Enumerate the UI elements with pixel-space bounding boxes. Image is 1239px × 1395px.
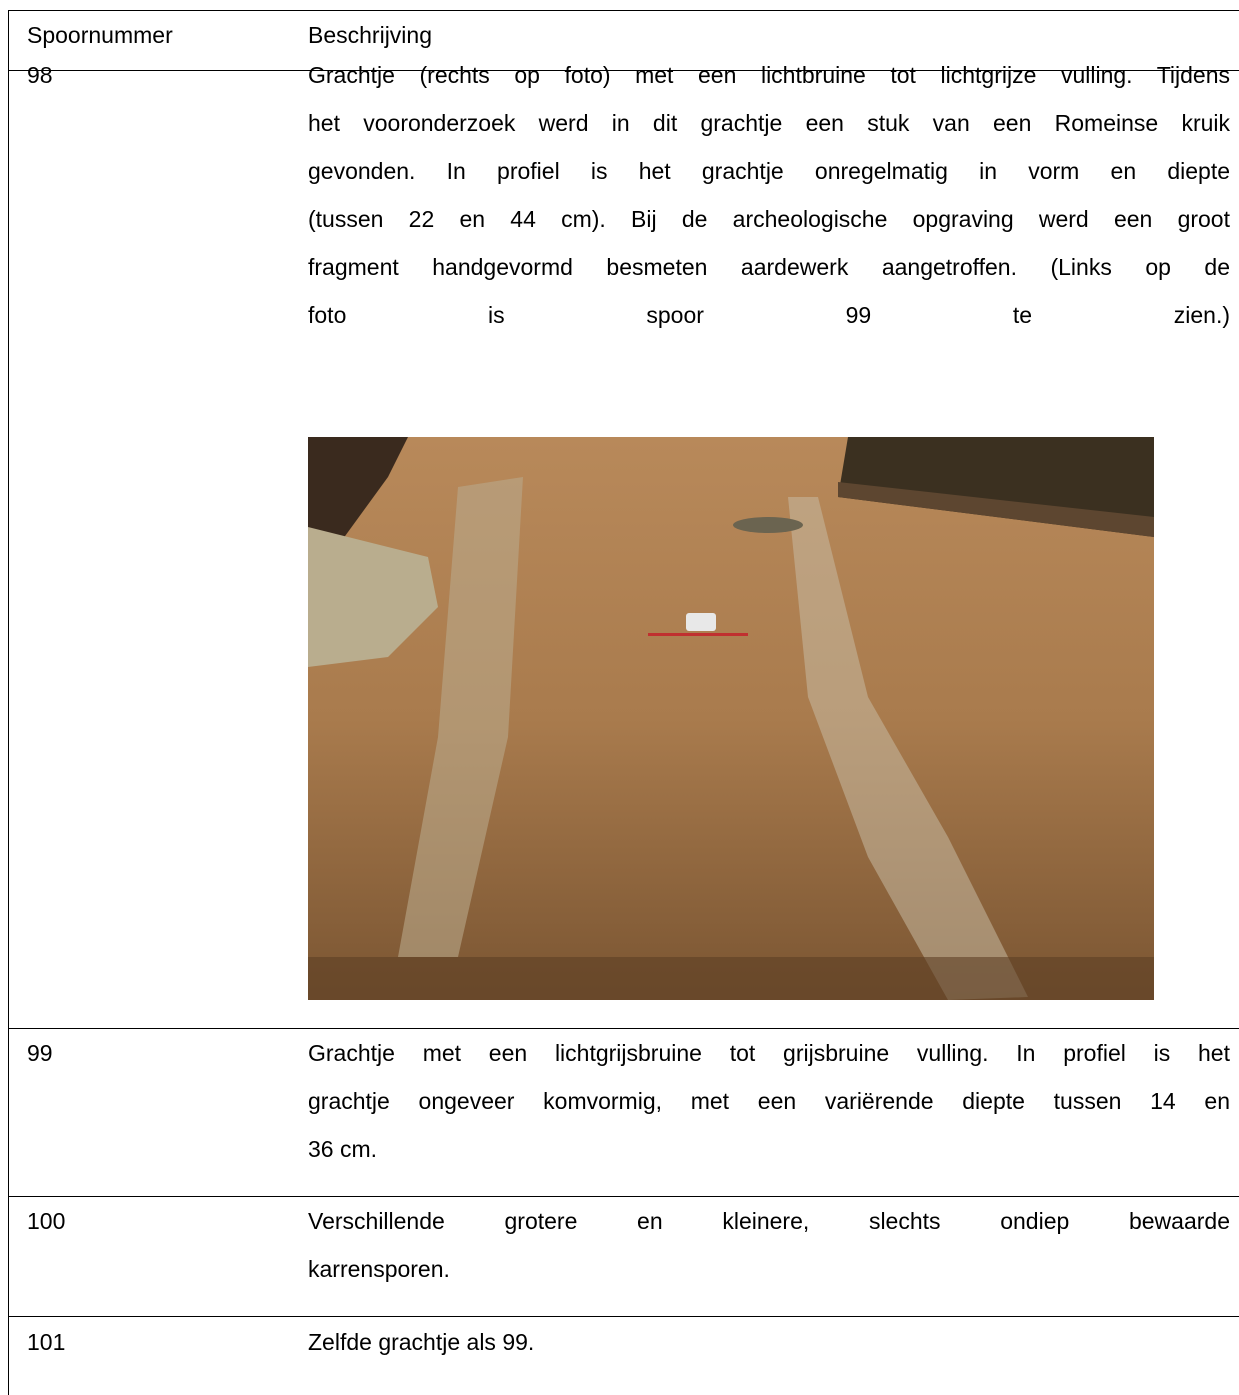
header-cell: Spoornummer [27,22,173,48]
text-line: karrensporen. [308,1256,450,1282]
row-description: Zelfde grachtje als 99. [308,1318,1230,1366]
row-line [8,1028,1239,1029]
row-line [8,70,1239,71]
text-line: Grachtje (rechts op foto) met een lichtb… [308,62,1230,88]
header-cell: Beschrijving [308,22,432,48]
text-line: (tussen 22 en 44 cm). Bij de archeologis… [308,206,1230,232]
row-description: Grachtje met een lichtgrijsbruine tot gr… [308,1029,1230,1173]
text-line: fragment handgevormd besmeten aardewerk … [308,254,1230,280]
row-line [8,10,1239,11]
text-line: Verschillende grotere en kleinere, slech… [308,1208,1230,1234]
row-number: 100 [27,1208,66,1234]
text-line: Grachtje met een lichtgrijsbruine tot gr… [308,1040,1230,1066]
row-line [8,1316,1239,1317]
text-line: grachtje ongeveer komvormig, met een var… [308,1088,1230,1114]
text-line: het vooronderzoek werd in dit grachtje e… [308,110,1230,136]
row-number: 99 [27,1040,53,1066]
text-line: gevonden. In profiel is het grachtje onr… [308,158,1230,184]
row-line [8,1196,1239,1197]
text-line: Zelfde grachtje als 99. [308,1329,535,1355]
text-line: 36 cm. [308,1136,378,1162]
excavation-photo [308,437,1154,1000]
row-description: Grachtje (rechts op foto) met een lichtb… [308,51,1230,339]
table-border [8,10,9,1395]
text-line: foto is spoor 99 te zien.) [308,302,1230,328]
row-number: 101 [27,1329,66,1355]
row-number: 98 [27,62,53,88]
row-description: Verschillende grotere en kleinere, slech… [308,1197,1230,1293]
